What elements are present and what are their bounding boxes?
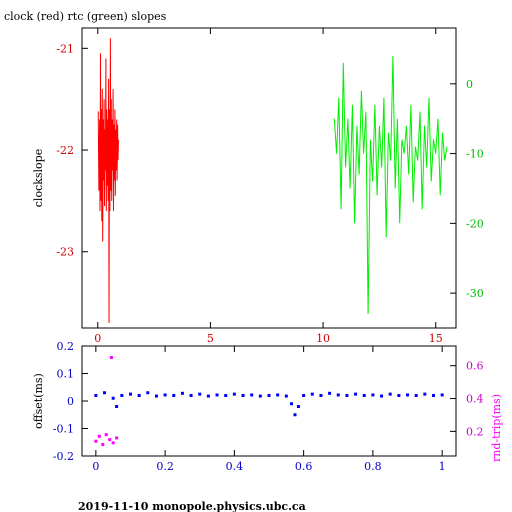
offset-point bbox=[388, 392, 392, 396]
offset-point bbox=[189, 394, 193, 397]
x-tick-label: 0.2 bbox=[156, 460, 174, 473]
y2-tick-label: 0.6 bbox=[466, 360, 484, 373]
offset-point bbox=[284, 394, 288, 398]
slope-series bbox=[97, 38, 448, 323]
x-tick-label: 10 bbox=[316, 332, 330, 345]
rnd-trip-point bbox=[104, 433, 108, 437]
x-tick-label: 15 bbox=[429, 332, 443, 345]
x-tick-label: 0.6 bbox=[295, 460, 313, 473]
offset-point bbox=[414, 394, 418, 397]
y-tick-label: 0.2 bbox=[57, 340, 75, 353]
slope-plot-frame bbox=[81, 27, 457, 329]
offset-point bbox=[336, 393, 340, 397]
offset-point bbox=[267, 394, 271, 397]
offset-point bbox=[241, 394, 245, 397]
footer-label: 2019-11-10 monopole.physics.ubc.ca bbox=[78, 500, 306, 512]
slope-ticks: 0 5 10 15 -21 -22 -23 0 -10 -20 -30 bbox=[56, 28, 484, 345]
rnd-trip-point bbox=[115, 436, 119, 440]
x-tick-label: 1 bbox=[439, 460, 446, 473]
y2-tick-label: 0 bbox=[466, 78, 473, 91]
slope-plot: clockslope 0 5 10 15 -21 -22 -23 0 -10 -20 -30 bbox=[32, 27, 484, 345]
y-tick-label: 0 bbox=[67, 395, 74, 408]
offset-point bbox=[296, 405, 300, 408]
rnd-trip-point bbox=[109, 355, 113, 359]
offset-point bbox=[319, 394, 323, 397]
offset-point bbox=[111, 396, 115, 400]
rnd-trip-point bbox=[97, 434, 101, 438]
offset-point bbox=[380, 394, 384, 398]
y2-tick-label: -10 bbox=[466, 148, 484, 161]
offset-series bbox=[94, 355, 444, 447]
offset-point bbox=[146, 391, 150, 395]
y2-tick-label: 0.4 bbox=[466, 393, 484, 406]
offset-point bbox=[258, 394, 262, 398]
x-tick-label: 0.4 bbox=[226, 460, 244, 473]
rndtrip-y-axis-label: rnd-trip(ms) bbox=[490, 394, 503, 462]
offset-point bbox=[206, 394, 210, 398]
offset-point bbox=[431, 394, 435, 397]
offset-point bbox=[154, 394, 158, 398]
rnd-trip-point bbox=[111, 441, 115, 445]
y-tick-label: -0.1 bbox=[53, 423, 74, 436]
offset-point bbox=[115, 405, 119, 408]
y-tick-label: -22 bbox=[56, 144, 74, 157]
rnd-trip-point bbox=[94, 439, 98, 443]
offset-point bbox=[215, 393, 219, 397]
y2-tick-label: -30 bbox=[466, 287, 484, 300]
offset-point bbox=[290, 402, 294, 406]
offset-point bbox=[276, 393, 280, 397]
clock-series-line bbox=[97, 38, 119, 323]
chart-title: clock (red) rtc (green) slopes bbox=[4, 10, 167, 23]
offset-point bbox=[163, 393, 167, 397]
offset-point bbox=[345, 394, 349, 397]
rnd-trip-point bbox=[101, 443, 105, 447]
y2-tick-label: 0.2 bbox=[466, 425, 484, 438]
x-tick-label: 0 bbox=[92, 460, 99, 473]
offset-y-axis-label: offset(ms) bbox=[32, 373, 45, 429]
offset-point bbox=[103, 391, 107, 395]
offset-plot-frame bbox=[81, 345, 457, 457]
offset-point bbox=[440, 393, 444, 397]
offset-point bbox=[224, 394, 228, 397]
offset-point bbox=[423, 392, 427, 396]
offset-point bbox=[328, 391, 332, 395]
offset-point bbox=[94, 394, 98, 397]
offset-plot: offset(ms) rnd-trip(ms) 0 0.2 0.4 0.6 0.8 1 0.… bbox=[32, 340, 503, 473]
offset-point bbox=[128, 392, 132, 396]
y-tick-label: -21 bbox=[56, 42, 74, 55]
x-tick-label: 0.8 bbox=[364, 460, 382, 473]
rtc-series-line bbox=[333, 55, 448, 315]
y-tick-label: -23 bbox=[56, 246, 74, 259]
offset-point bbox=[250, 393, 254, 397]
offset-point bbox=[397, 394, 401, 397]
offset-point bbox=[310, 392, 314, 396]
rnd-trip-point bbox=[108, 438, 112, 442]
offset-point bbox=[406, 393, 410, 397]
offset-point bbox=[180, 391, 184, 395]
x-tick-label: 0 bbox=[94, 332, 101, 345]
offset-point bbox=[293, 413, 297, 417]
offset-point bbox=[120, 394, 124, 397]
offset-ticks: 0 0.2 0.4 0.6 0.8 1 0.2 0.1 0 -0.1 -0.2 0.6 0.4 0.2 bbox=[53, 340, 484, 473]
offset-point bbox=[371, 393, 375, 397]
offset-point bbox=[198, 392, 202, 396]
y-tick-label: 0.1 bbox=[57, 368, 75, 381]
y2-tick-label: -20 bbox=[466, 217, 484, 230]
offset-point bbox=[137, 394, 141, 397]
offset-point bbox=[302, 394, 306, 397]
y-tick-label: -0.2 bbox=[53, 450, 74, 463]
offset-point bbox=[172, 394, 176, 397]
offset-point bbox=[354, 392, 358, 396]
offset-point bbox=[232, 392, 236, 396]
x-tick-label: 5 bbox=[207, 332, 214, 345]
offset-point bbox=[362, 394, 366, 397]
slope-y-axis-label: clockslope bbox=[32, 149, 45, 207]
